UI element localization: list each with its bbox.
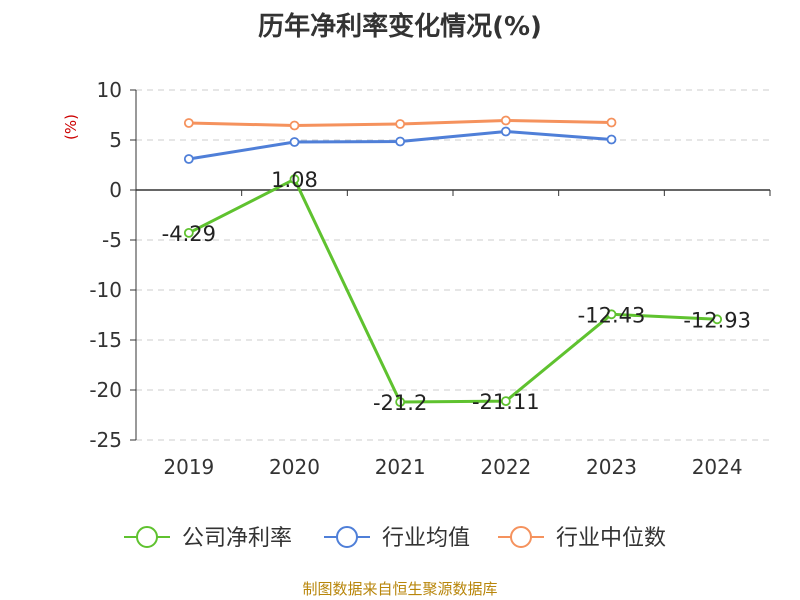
y-tick-label: -10 [89,278,122,302]
data-point [500,115,511,126]
data-point [183,154,194,164]
y-tick-label: 0 [109,178,122,202]
data-point [500,126,511,137]
data-point [712,314,723,325]
legend-marker [510,526,532,548]
data-label: -21.11 [472,390,540,414]
data-point [606,309,617,320]
data-point [606,117,617,128]
data-point [289,120,300,131]
series-line [188,177,718,404]
grid-lines [136,89,770,441]
y-tick-label: -15 [89,328,122,352]
y-tick-label: -25 [89,428,122,452]
y-axis-label: (%) [62,114,80,140]
axes: 10 5 0 -5 -10 -15 -20 -25 2019 2020 2021 2022 2023 20… [89,78,771,479]
x-tick-label: 2020 [269,455,320,479]
x-tick-label: 2021 [375,455,426,479]
data-point [183,118,194,128]
data-label: 1.08 [271,168,318,192]
y-tick-label: -20 [89,378,122,402]
x-tick-label: 2019 [163,455,214,479]
legend-label: 行业均值 [382,526,470,551]
data-point [289,137,300,147]
series-group [183,115,723,407]
y-tick-label: -5 [102,228,122,252]
legend-marker [336,526,358,548]
data-label: -4.29 [162,222,216,246]
data-point [395,397,406,407]
x-tick-label: 2022 [480,455,531,479]
source-note: 制图数据来自恒生聚源数据库 [302,580,498,598]
chart-title: 历年净利率变化情况(%) [258,12,542,42]
data-label: -12.93 [683,308,751,332]
data-point [289,174,300,185]
x-tick-label: 2024 [692,455,743,479]
y-tick-label: 5 [109,128,122,152]
data-labels: -4.29 1.08 -21.2 -21.11 -12.43 -12.93 [162,168,751,415]
legend-label: 公司净利率 [182,526,292,551]
data-point [395,119,406,129]
x-tick-label: 2023 [586,455,637,479]
data-point [606,134,617,145]
legend: 公司净利率 行业均值 行业中位数 [124,526,666,551]
data-point [500,396,511,407]
legend-marker [136,526,158,548]
data-point [395,136,406,147]
data-label: -12.43 [578,303,646,327]
y-tick-label: 10 [97,78,122,102]
legend-label: 行业中位数 [556,526,666,551]
data-label: -21.2 [373,391,427,415]
data-point [183,227,194,238]
